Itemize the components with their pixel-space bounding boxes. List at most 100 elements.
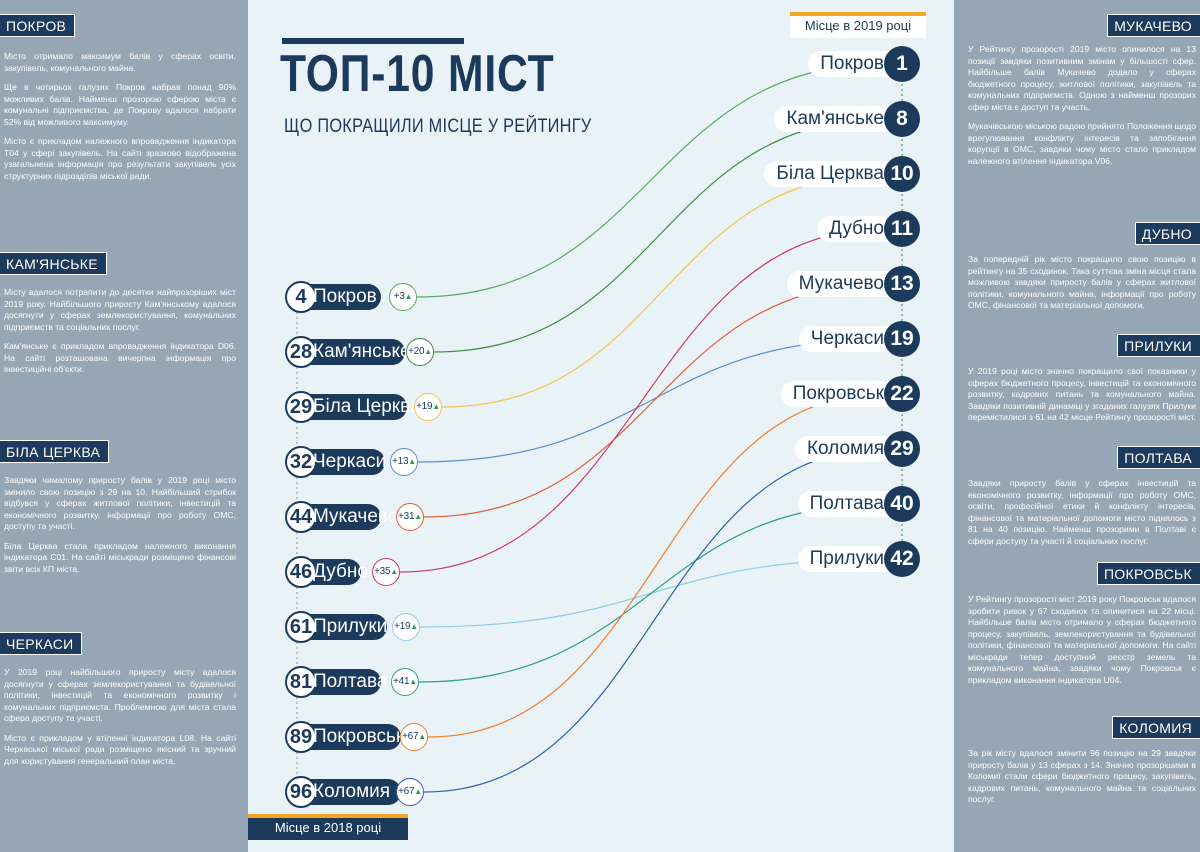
city-name: Мукачево	[786, 271, 896, 297]
page-subtitle: ЩО ПОКРАЩИЛИ МІСЦЕ У РЕЙТИНГУ	[284, 116, 592, 137]
section-cherkasy: ЧЕРКАСИ У 2019 році найбільшого приросту…	[0, 632, 236, 767]
rank-change-value: +20	[408, 346, 425, 357]
section-mukachevo: МУКАЧЕВО У Рейтингу прозорості 2019 міст…	[968, 14, 1200, 167]
section-tag: ПОКРОВ	[0, 14, 76, 37]
section-tag: ДУБНО	[1134, 222, 1200, 245]
section-text: У 2019 році місто значно покращило свої …	[968, 366, 1196, 422]
rank-change-value: +19	[394, 621, 411, 632]
section-text: У Рейтингу прозорості міст 2019 року Пок…	[968, 594, 1196, 685]
page-title: ТОП-10 МІСТ	[280, 45, 555, 103]
up-arrow-icon: ▲	[408, 457, 416, 466]
rank-2019: 10	[884, 156, 920, 192]
section-pokrov: ПОКРОВ Місто отримало максимум балів у с…	[0, 14, 236, 182]
left-rank-item: 4 Покров	[285, 281, 381, 313]
rank-2018: 4	[285, 281, 317, 313]
up-arrow-icon: ▲	[390, 567, 398, 576]
city-name: Дубно	[313, 561, 368, 582]
rank-change-value: +19	[416, 401, 433, 412]
section-text: За рік місту вдалося змінити 96 позицію …	[968, 748, 1196, 804]
rank-2019: 42	[884, 541, 920, 577]
rank-change-value: +13	[392, 456, 409, 467]
section-bila-tserkva: БІЛА ЦЕРКВА Завдяки чималому приросту ба…	[0, 440, 236, 575]
left-rank-item: 46 Дубно	[285, 556, 368, 588]
right-rank-item: Кам'янське 8	[774, 101, 920, 137]
up-arrow-icon: ▲	[424, 347, 432, 356]
right-rank-item: Прилуки 42	[797, 541, 920, 577]
city-name: Прилуки	[797, 546, 896, 572]
section-text: Місто отримало максимум балів у сферах о…	[4, 51, 236, 73]
year-2019-box: Місце в 2019 році	[790, 12, 926, 38]
city-name: Покров	[808, 51, 896, 77]
up-arrow-icon: ▲	[432, 402, 440, 411]
left-rank-item: 96 Коломия	[285, 776, 401, 808]
city-name: Кам'янське	[313, 341, 411, 362]
rank-2019: 29	[884, 431, 920, 467]
right-rank-item: Дубно 11	[814, 211, 920, 247]
rank-change-badge: +67▲	[396, 778, 424, 806]
city-name: Коломия	[794, 436, 896, 462]
section-text: Завдяки приросту балів у сферах інвестиц…	[968, 478, 1196, 546]
rank-2018: 44	[285, 501, 317, 533]
section-text: Місто є прикладом у втіленні індикатора …	[4, 732, 236, 766]
left-rank-item: 81 Полтава	[285, 666, 387, 698]
city-name: Покровськ	[780, 381, 896, 407]
rank-change-badge: +3▲	[389, 283, 417, 311]
right-rank-item: Біла Церква 10	[764, 156, 920, 192]
section-tag: ПРИЛУКИ	[1117, 334, 1200, 357]
section-text: Ще в чотирьох галузях Покров набрав пона…	[4, 82, 236, 127]
section-text: У 2019 році найбільшого приросту місту в…	[4, 667, 236, 723]
section-tag: ЧЕРКАСИ	[0, 632, 83, 655]
left-rank-item: 44 Мукачево	[285, 501, 398, 533]
rank-change-value: +67	[402, 731, 419, 742]
section-pryluky: ПРИЛУКИ У 2019 році місто значно покращи…	[968, 334, 1200, 424]
rank-change-value: +31	[398, 511, 415, 522]
left-rank-item: 29 Біла Церква	[285, 391, 421, 423]
up-arrow-icon: ▲	[404, 292, 413, 301]
section-text: За попередній рік місто покращило свою п…	[968, 254, 1196, 310]
rank-2019: 19	[884, 321, 920, 357]
section-text: Завдяки чималому приросту балів у 2019 р…	[4, 475, 236, 531]
rank-2018: 96	[285, 776, 317, 808]
section-text: Біла Церква стала прикладом належного ви…	[4, 540, 236, 574]
rank-change-value: +3	[393, 291, 405, 302]
section-text: Мукачівською міською радою прийнято Поло…	[968, 121, 1196, 166]
city-name: Біла Церква	[764, 161, 896, 187]
right-rank-item: Полтава 40	[797, 486, 920, 522]
year-2019-label: Місце в 2019 році	[804, 18, 912, 33]
city-name: Полтава	[797, 491, 896, 517]
up-arrow-icon: ▲	[414, 787, 422, 796]
rank-change-value: +35	[374, 566, 391, 577]
right-rank-item: Черкаси 19	[798, 321, 920, 357]
up-arrow-icon: ▲	[418, 732, 426, 741]
right-rank-item: Коломия 29	[794, 431, 920, 467]
right-rank-item: Мукачево 13	[786, 266, 920, 302]
rank-2018: 89	[285, 721, 317, 753]
title-bar	[282, 38, 464, 44]
rank-2018: 28	[285, 336, 317, 368]
section-dubno: ДУБНО За попередній рік місто покращило …	[968, 222, 1200, 312]
city-name: Біла Церква	[313, 396, 421, 417]
right-panel: МУКАЧЕВО У Рейтингу прозорості 2019 міст…	[954, 0, 1200, 852]
section-tag: ПОЛТАВА	[1117, 446, 1200, 469]
rank-2019: 8	[884, 101, 920, 137]
section-tag: МУКАЧЕВО	[1107, 14, 1200, 37]
rank-change-value: +41	[393, 676, 410, 687]
city-name: Мукачево	[313, 506, 399, 527]
city-name: Черкаси	[313, 451, 387, 472]
rank-change-badge: +41▲	[391, 668, 419, 696]
right-rank-item: Покровськ 22	[780, 376, 920, 412]
section-kolomyia: КОЛОМИЯ За рік місту вдалося змінити 96 …	[968, 716, 1200, 806]
rank-2019: 22	[884, 376, 920, 412]
rank-2018: 81	[285, 666, 317, 698]
section-text: Місту вдалося потрапити до десятки найпр…	[4, 287, 236, 332]
rank-change-badge: +19▲	[392, 613, 420, 641]
rank-2018: 46	[285, 556, 317, 588]
section-text: У Рейтингу прозорості 2019 місто опинило…	[968, 44, 1196, 112]
rank-2019: 11	[884, 211, 920, 247]
section-kamianske: КАМ'ЯНСЬКЕ Місту вдалося потрапити до де…	[0, 252, 236, 376]
left-rank-item: 89 Покровськ	[285, 721, 404, 753]
section-tag: КОЛОМИЯ	[1112, 716, 1200, 739]
left-rank-item: 61 Прилуки	[285, 611, 387, 643]
city-name: Полтава	[313, 671, 388, 692]
up-arrow-icon: ▲	[409, 677, 417, 686]
